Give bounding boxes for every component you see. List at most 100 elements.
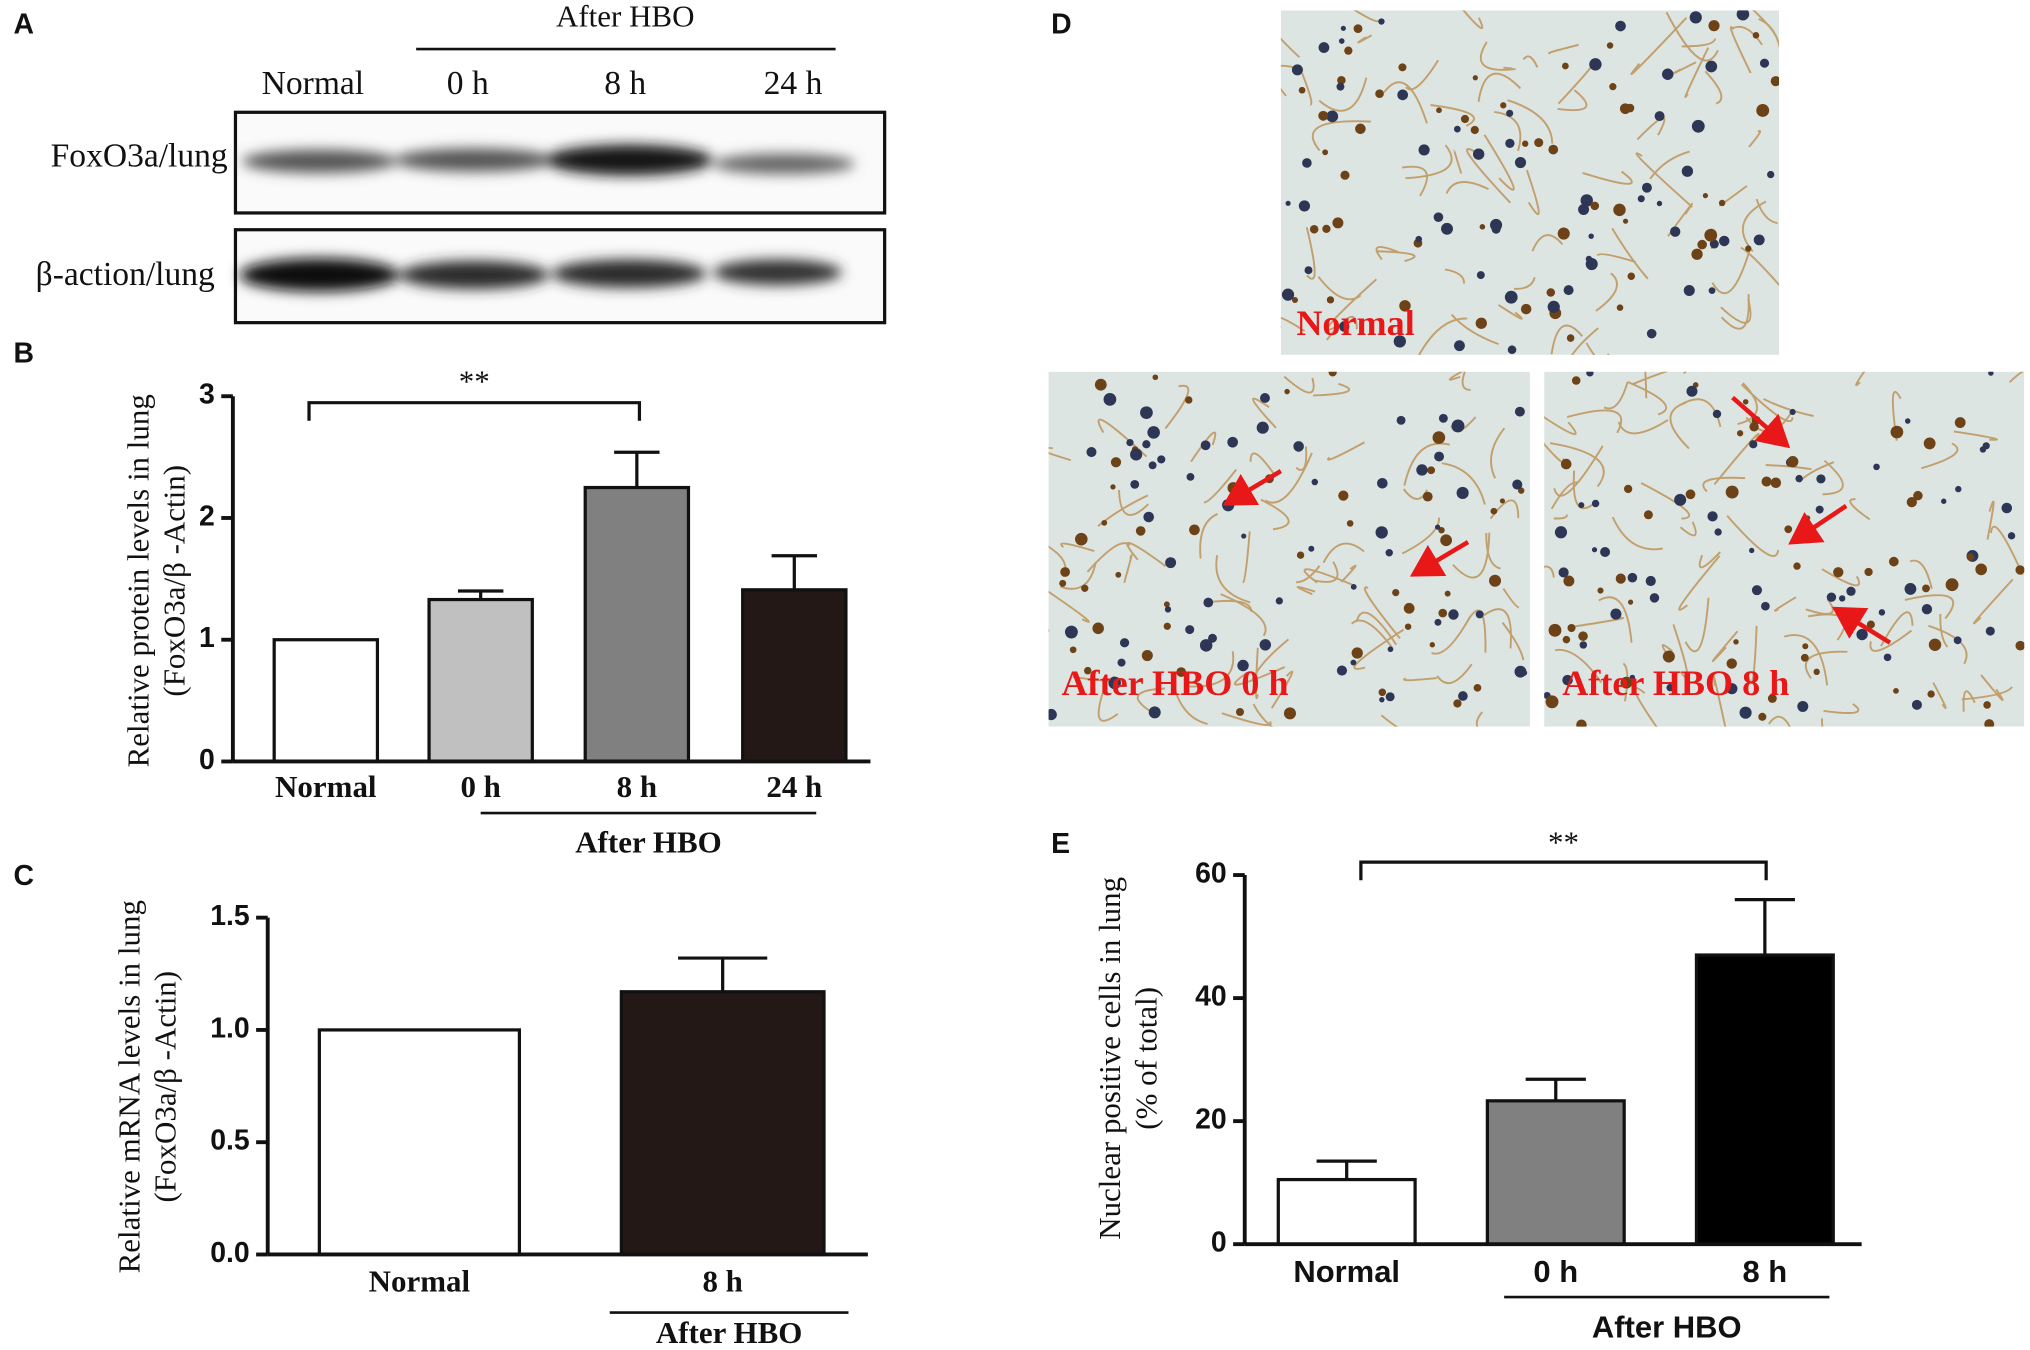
tissue-strand [1280,37,1300,58]
tissue-strand [1635,152,1693,208]
image-label: Normal [1296,303,1414,343]
cell-nucleus [1165,557,1177,569]
tissue-strand [1980,674,2004,701]
tissue-strand [1250,638,1290,682]
tissue-strand [1633,687,1658,727]
cell-nucleus [1157,455,1166,464]
tissue-strand [1554,648,1603,684]
cell-nucleus [1163,622,1171,630]
group-label: After HBO [575,824,722,859]
tissue-strand [1295,446,1308,471]
cell-nucleus [1338,38,1345,44]
cell-nucleus [1749,547,1755,554]
cell-nucleus [1336,82,1345,91]
cell-nucleus [1708,287,1716,295]
cell-nucleus [1506,109,1514,117]
tissue-strand [1048,590,1090,623]
panel-letter: E [1051,828,1070,860]
cell-nucleus [1507,345,1517,355]
cell-nucleus [1554,526,1568,539]
cell-nucleus [1984,719,1995,727]
y-axis-label: Relative mRNA levels in lung [111,900,146,1273]
cell-nucleus [1589,58,1602,71]
tissue-strand [1731,25,1763,46]
tissue-strand [1679,521,1697,537]
cell-nucleus [1208,633,1217,643]
y-axis-label: (FoxO3a/β -Actin) [147,971,182,1203]
cell-nucleus [1429,642,1436,648]
tissue-strand [1317,276,1362,301]
cell-nucleus [1293,441,1304,452]
tissue-strand [1820,718,1824,727]
tissue-strand [1711,250,1751,295]
cell-nucleus [1148,706,1161,719]
cell-nucleus [1904,583,1917,595]
cell-nucleus [1571,376,1581,385]
cell-nucleus [1983,701,1991,709]
tissue-strand [1763,398,1814,417]
tissue-strand [1086,542,1131,573]
tissue-strand [1444,268,1465,284]
cell-nucleus [1489,574,1502,587]
cell-nucleus [1385,692,1395,702]
cell-nucleus [1712,409,1722,419]
tissue-strand [1363,586,1401,639]
error-bar [1316,1159,1377,1180]
error-bar [678,956,768,992]
cell-nucleus [1662,650,1675,663]
tissue-strand [1622,662,1629,702]
tissue-strand [1572,470,1595,510]
cell-nucleus [1427,466,1436,475]
cell-nucleus [1800,653,1809,662]
y-tick-label: 1.0 [210,1012,249,1044]
cell-nucleus [1353,24,1363,34]
cell-nucleus [1176,667,1187,677]
cell-nucleus [1975,563,1988,576]
cell-nucleus [1615,573,1626,584]
tissue-strand [1712,675,1727,727]
tissue-strand [1681,38,1717,48]
arrow [1788,504,1848,545]
cell-nucleus [1291,64,1303,76]
y-tick-label: 0 [199,744,215,776]
tissue-strand [1164,384,1190,430]
tissue-strand [1595,272,1618,312]
cell-nucleus [1135,526,1146,536]
tissue-strand [1603,381,1629,410]
y-tick-label: 20 [1195,1104,1227,1136]
cell-nucleus [1888,556,1899,567]
tissue-strand [1672,624,1689,679]
tissue-strand [1255,647,1259,700]
tissue-strand [1301,72,1313,106]
tissue-strand [1720,298,1752,324]
cell-nucleus [1616,304,1624,311]
cell-nucleus [1691,119,1705,133]
cell-nucleus [1308,545,1315,552]
cell-nucleus [1059,579,1067,587]
cell-nucleus [1953,636,1962,645]
cell-nucleus [1547,300,1560,314]
cell-nucleus [1873,463,1880,471]
cell-nucleus [1645,575,1656,587]
cell-nucleus [1163,601,1170,608]
cell-nucleus [1753,234,1765,246]
tissue-strand [1737,382,1758,426]
cell-nucleus [1576,719,1587,727]
cell-nucleus [1403,602,1415,614]
tissue-strand [1748,130,1762,148]
cell-nucleus [1697,239,1707,250]
y-tick-label: 40 [1195,981,1227,1013]
tissue-strand [1684,597,1710,653]
tissue-strand [1665,11,1719,62]
cell-nucleus [1588,233,1594,239]
cell-nucleus [1298,200,1311,212]
bar [427,597,534,764]
tissue-strand [1418,317,1468,355]
cell-nucleus [1475,317,1487,329]
tissue-strand [1582,170,1633,185]
cell-nucleus [1438,413,1448,423]
y-axis-label: (FoxO3a/β -Actin) [156,465,191,697]
cell-nucleus [1563,285,1574,296]
cell-nucleus [1489,218,1503,232]
cell-nucleus [1241,533,1247,539]
